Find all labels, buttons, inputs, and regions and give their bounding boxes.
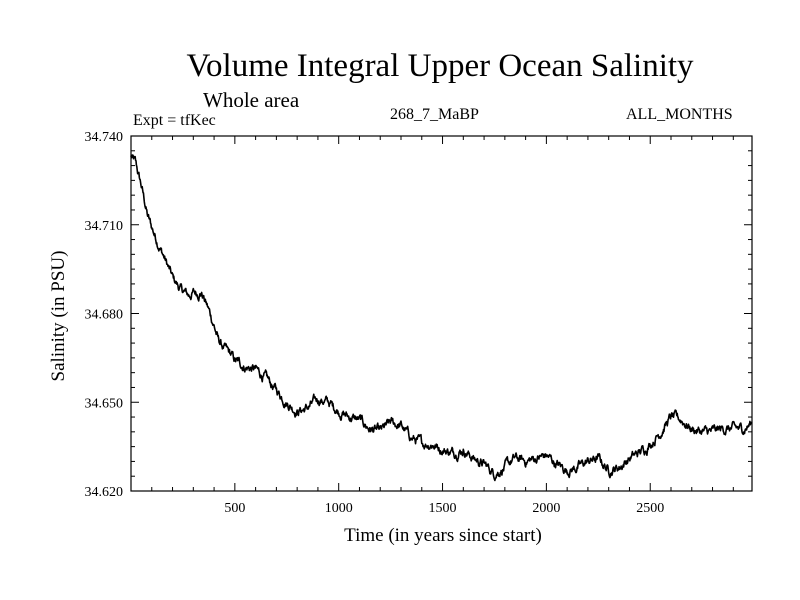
- data-point: [556, 464, 557, 465]
- data-point: [639, 452, 640, 453]
- data-point: [328, 402, 329, 403]
- data-point: [681, 419, 682, 420]
- data-point: [207, 307, 208, 308]
- run-label: 268_7_MaBP: [390, 106, 479, 123]
- data-point: [702, 431, 703, 432]
- y-axis-label: Salinity (in PSU): [48, 251, 69, 382]
- data-point: [164, 257, 165, 258]
- data-point: [587, 461, 588, 462]
- data-point: [147, 215, 148, 216]
- data-point: [452, 452, 453, 453]
- data-point: [234, 360, 235, 361]
- x-axis-ticks: 500 1000 1500 2000 2500: [151, 136, 734, 516]
- data-point: [213, 325, 214, 326]
- data-point: [629, 458, 630, 459]
- y-tick-label: 34.710: [85, 219, 124, 234]
- data-point: [432, 443, 433, 444]
- data-point: [380, 431, 381, 432]
- data-point: [180, 289, 181, 290]
- y-axis-ticks: 34.620 34.650 34.680 34.710 34.740: [85, 130, 752, 500]
- data-point: [317, 399, 318, 400]
- chart-title: Volume Integral Upper Ocean Salinity: [186, 48, 694, 84]
- x-tick-label: 1500: [429, 501, 457, 516]
- data-point: [400, 425, 401, 426]
- data-point: [650, 443, 651, 444]
- data-point: [546, 455, 547, 456]
- data-point: [130, 156, 131, 157]
- series-group: [130, 154, 753, 482]
- data-point: [483, 464, 484, 465]
- data-point: [494, 473, 495, 474]
- data-point: [567, 470, 568, 471]
- data-point: [577, 467, 578, 468]
- y-tick-label: 34.620: [85, 485, 124, 500]
- data-point: [369, 428, 370, 429]
- data-point: [307, 408, 308, 409]
- data-point: [297, 411, 298, 412]
- data-point: [463, 449, 464, 450]
- data-point: [338, 411, 339, 412]
- data-point: [618, 467, 619, 468]
- months-label: ALL_MONTHS: [626, 106, 733, 123]
- x-axis-label: Time (in years since start): [344, 525, 542, 546]
- data-point: [712, 431, 713, 432]
- data-point: [359, 419, 360, 420]
- data-point: [535, 458, 536, 459]
- data-point: [743, 428, 744, 429]
- data-point: [157, 242, 158, 243]
- data-point: [660, 431, 661, 432]
- x-tick-label: 500: [224, 501, 245, 516]
- data-point: [201, 292, 202, 293]
- series-line-0: [130, 154, 753, 482]
- data-point: [390, 422, 391, 423]
- data-point: [598, 458, 599, 459]
- chart-subtitle: Whole area: [203, 88, 300, 112]
- data-point: [421, 443, 422, 444]
- data-point: [265, 378, 266, 379]
- data-point: [442, 449, 443, 450]
- data-point: [151, 227, 152, 228]
- data-point: [411, 437, 412, 438]
- y-tick-label: 34.680: [85, 308, 124, 323]
- data-point: [348, 416, 349, 417]
- data-point: [691, 428, 692, 429]
- data-point: [141, 186, 142, 187]
- x-tick-label: 2500: [636, 501, 664, 516]
- data-point: [172, 277, 173, 278]
- data-point: [276, 390, 277, 391]
- data-point: [218, 340, 219, 341]
- data-point: [670, 416, 671, 417]
- x-tick-label: 2000: [532, 501, 560, 516]
- data-point: [504, 467, 505, 468]
- x-tick-label: 1000: [325, 501, 353, 516]
- data-point: [245, 366, 246, 367]
- data-point: [286, 402, 287, 403]
- data-point: [255, 369, 256, 370]
- data-point: [230, 354, 231, 355]
- data-point: [515, 458, 516, 459]
- data-point: [751, 422, 752, 423]
- data-point: [189, 295, 190, 296]
- data-point: [525, 461, 526, 462]
- y-tick-label: 34.650: [85, 396, 124, 411]
- data-point: [193, 292, 194, 293]
- y-tick-label: 34.740: [85, 130, 124, 145]
- data-point: [135, 162, 136, 163]
- data-point: [224, 348, 225, 349]
- data-point: [733, 428, 734, 429]
- data-point: [473, 458, 474, 459]
- data-point: [608, 470, 609, 471]
- experiment-label: Expt = tfKec: [133, 112, 216, 129]
- data-point: [722, 428, 723, 429]
